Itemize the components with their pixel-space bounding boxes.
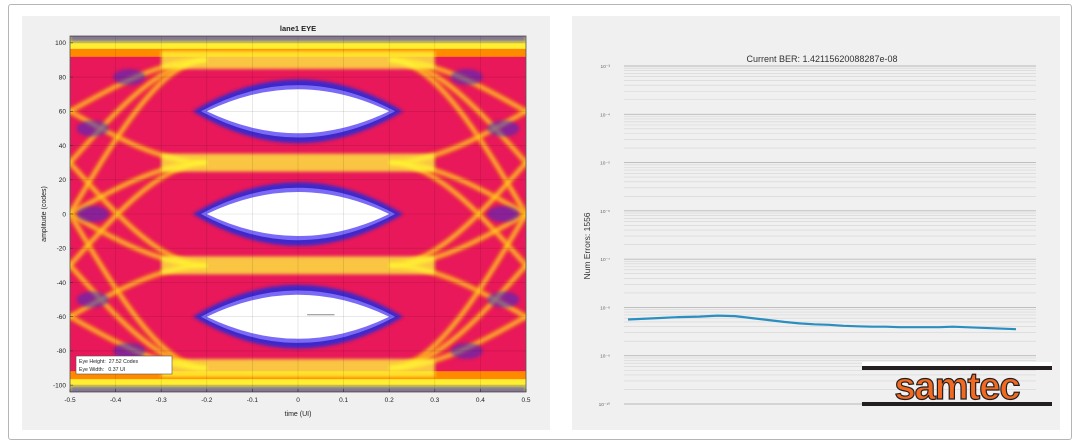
eye-side-spot [76, 206, 109, 222]
eye-side-spot [450, 342, 483, 359]
eye-y-tick-label: 0 [62, 211, 66, 218]
eye-opening-1 [206, 192, 390, 236]
samtec-logo-graphic: samtec [862, 362, 1052, 409]
eye-transition-core [389, 58, 526, 165]
eye-diagram-chart: -0.5 -0.4 -0.3 -0.2 -0.1 0 0.1 0.2 0.3 0.4 0.5 100… [41, 24, 531, 418]
ber-y-tick-label: 10⁻⁴ [600, 112, 610, 118]
eye-y-tick-label: -100 [53, 382, 66, 389]
ber-y-tick-label: 10⁻⁵ [600, 161, 610, 167]
eye-side-spot [487, 120, 520, 137]
eye-side-spot [487, 291, 520, 308]
eye-y-tick-label: -20 [57, 246, 67, 253]
ber-y-tick-label: 10⁻¹⁰ [599, 402, 610, 408]
logo-wordmark: samtec [895, 366, 1021, 408]
eye-y-axis-label: amplitude (codes) [41, 186, 48, 242]
eye-outer-ring-top [70, 36, 526, 42]
eye-transition-core [70, 161, 207, 268]
eye-side-spot [487, 206, 520, 222]
eye-side-spot [113, 69, 146, 86]
eye-transition-core [389, 211, 526, 370]
eye-opening-0 [206, 89, 390, 134]
ber-y-axis-label: Num Errors: 1556 [582, 212, 592, 279]
eye-y-tick-label: 60 [59, 109, 67, 116]
eye-x-tick-label: 0 [296, 397, 300, 404]
ber-panel: 10⁻³ 10⁻⁴ 10⁻⁵ 10⁻⁶ 10⁻⁷ 10⁻⁸ 10⁻⁹ 10⁻¹⁰ Curren… [572, 16, 1060, 430]
ber-plot-area [612, 66, 1040, 404]
eye-side-spot [113, 342, 146, 359]
eye-legend: Eye Height: 27.52 Codes Eye Width: 0.37 … [75, 355, 173, 375]
ber-chart: 10⁻³ 10⁻⁴ 10⁻⁵ 10⁻⁶ 10⁻⁷ 10⁻⁸ 10⁻⁹ 10⁻¹⁰ Curren… [582, 54, 1040, 408]
eye-y-tick-label: 40 [59, 143, 67, 150]
eye-level-trace [161, 50, 435, 69]
ber-y-tick-label: 10⁻⁹ [600, 354, 610, 360]
samtec-logo: samtec [862, 362, 1052, 410]
eye-transition-core [389, 58, 526, 217]
eye-x-tick-label: -0.5 [64, 397, 76, 404]
ber-y-tick-label: 10⁻⁸ [600, 305, 610, 311]
eye-x-tick-label: 0.3 [430, 397, 439, 404]
eye-y-tick-label: -60 [57, 314, 67, 321]
eye-level-trace [161, 153, 435, 172]
eye-x-tick-label: 0.4 [476, 397, 485, 404]
eye-y-tick-label: -80 [57, 348, 67, 355]
eye-transition-core [70, 58, 207, 217]
ber-y-tick-label: 10⁻³ [601, 64, 611, 70]
ber-series-line [627, 314, 1017, 331]
eye-x-tick-label: -0.4 [110, 397, 122, 404]
logo-bottom-bar [862, 402, 1052, 406]
eye-opening-2 [206, 294, 390, 339]
eye-transition-core [389, 263, 526, 370]
eye-diagram-panel: -0.5 -0.4 -0.3 -0.2 -0.1 0 0.1 0.2 0.3 0.4 0.5 100… [22, 16, 550, 430]
eye-y-tick-label: 80 [59, 74, 67, 81]
eye-transition-core [70, 211, 207, 370]
eye-transition-core [70, 160, 207, 267]
eye-level-trace [161, 359, 435, 378]
eye-y-tick-label: -40 [57, 280, 67, 287]
eye-x-tick-label: -0.1 [247, 397, 259, 404]
eye-x-tick-label: -0.2 [201, 397, 213, 404]
eye-x-tick-label: 0.1 [339, 397, 348, 404]
eye-y-tick-label: 20 [59, 177, 67, 184]
eye-x-tick-label: 0.2 [385, 397, 394, 404]
ber-chart-title: Current BER: 1.42115620088287e-08 [747, 54, 898, 64]
eye-x-tick-label: 0.5 [521, 397, 530, 404]
ber-y-tick-label: 10⁻⁶ [600, 209, 610, 215]
eye-chart-title: lane1 EYE [280, 24, 316, 33]
eye-legend-height: Eye Height: 27.52 Codes [79, 359, 139, 365]
eye-transition-core [389, 160, 526, 267]
eye-side-spot [76, 291, 109, 308]
eye-legend-width: Eye Width: 0.37 UI [79, 367, 125, 373]
eye-side-spot [76, 120, 109, 137]
eye-legend-box [75, 355, 173, 375]
eye-level-trace [161, 256, 435, 275]
eye-transition-core [70, 58, 207, 165]
eye-x-axis-label: time (UI) [285, 411, 312, 418]
ber-y-tick-label: 10⁻⁷ [600, 257, 610, 263]
eye-transition-core [389, 161, 526, 268]
eye-side-spot [450, 69, 483, 86]
eye-y-tick-label: 100 [55, 40, 66, 47]
eye-x-tick-label: -0.3 [156, 397, 168, 404]
logo-top-bar [862, 366, 1052, 370]
